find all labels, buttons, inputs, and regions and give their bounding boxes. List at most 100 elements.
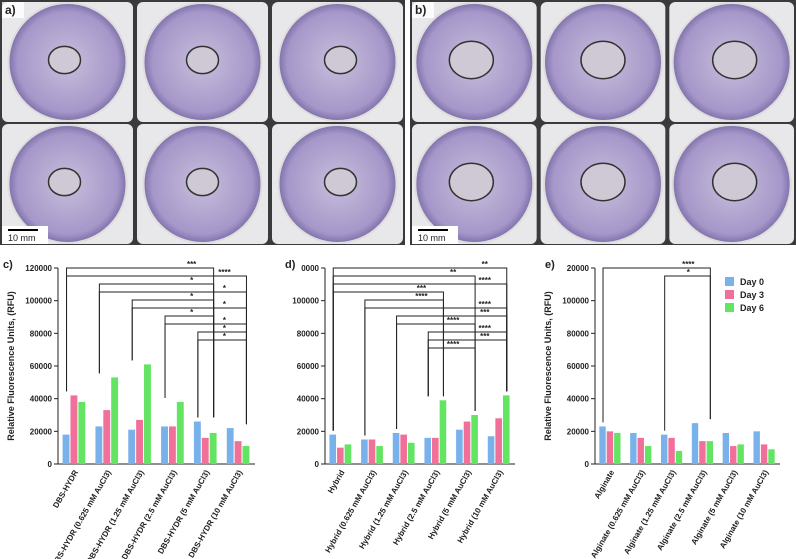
bar bbox=[463, 421, 471, 464]
y-tick-label: 20000 bbox=[30, 427, 53, 436]
x-tick-label: Alginate bbox=[593, 468, 617, 500]
significance-label: **** bbox=[479, 276, 492, 285]
y-tick-label: 60000 bbox=[297, 362, 320, 371]
significance-label: **** bbox=[682, 260, 695, 269]
wound bbox=[711, 40, 758, 80]
significance-bracket bbox=[364, 299, 444, 436]
wound bbox=[580, 40, 626, 80]
bar bbox=[95, 426, 103, 464]
bar bbox=[487, 436, 495, 464]
x-tick-label: Alginate (1.25 mM AuCl3) bbox=[622, 468, 678, 556]
bar bbox=[168, 426, 176, 464]
significance-bracket bbox=[664, 275, 711, 431]
bar bbox=[376, 446, 383, 464]
y-tick-label: 60000 bbox=[567, 362, 590, 371]
wound bbox=[711, 162, 758, 202]
significance-label: * bbox=[687, 268, 691, 277]
bar bbox=[630, 432, 637, 464]
significance-label: * bbox=[223, 300, 227, 309]
panel-label: d) bbox=[285, 259, 296, 271]
wound bbox=[185, 45, 220, 75]
bar bbox=[699, 441, 706, 464]
significance-bracket bbox=[197, 339, 247, 425]
y-tick-label: 40000 bbox=[567, 395, 590, 404]
significance-bracket bbox=[332, 291, 444, 431]
y-tick-label: 120000 bbox=[25, 264, 52, 273]
panel-label: c) bbox=[3, 259, 13, 271]
x-tick-label: Alginate (0.625 mM AuCl3) bbox=[589, 468, 647, 559]
bar bbox=[495, 418, 502, 464]
bar bbox=[614, 432, 621, 464]
bar bbox=[753, 431, 760, 464]
bar bbox=[70, 395, 78, 464]
panel-label: b) bbox=[415, 3, 426, 17]
significance-bracket bbox=[197, 331, 247, 425]
label-bg bbox=[412, 2, 434, 18]
significance-label: **** bbox=[447, 340, 460, 349]
significance-label: ** bbox=[482, 260, 489, 269]
y-tick-label: 20000 bbox=[567, 427, 590, 436]
bar bbox=[242, 446, 250, 464]
wound bbox=[47, 167, 82, 197]
y-tick-label: 100000 bbox=[562, 297, 589, 306]
y-tick-label: 60000 bbox=[30, 362, 53, 371]
bar bbox=[730, 446, 737, 464]
bar bbox=[136, 419, 144, 464]
wound bbox=[323, 167, 358, 197]
label-bg bbox=[2, 2, 24, 18]
y-tick-label: 100000 bbox=[292, 297, 319, 306]
bar bbox=[722, 432, 730, 464]
significance-bracket bbox=[66, 267, 215, 418]
legend-label: Day 0 bbox=[740, 277, 764, 287]
scale-bar-label: 10 mm bbox=[418, 233, 446, 243]
bar bbox=[176, 401, 184, 464]
bar bbox=[660, 434, 668, 464]
significance-label: **** bbox=[218, 268, 231, 277]
significance-bracket bbox=[602, 267, 711, 423]
significance-bracket bbox=[427, 331, 508, 397]
bar bbox=[329, 434, 337, 464]
significance-label: * bbox=[223, 316, 227, 325]
y-tick-label: 100000 bbox=[25, 297, 52, 306]
y-axis-title: Relative Fluorescence Units, (RFU) bbox=[543, 291, 553, 441]
legend-label: Day 3 bbox=[740, 290, 764, 300]
photos: a) 10 mm b) 10 mm bbox=[0, 0, 796, 245]
y-tick-label: 40000 bbox=[30, 395, 53, 404]
bar bbox=[706, 441, 714, 464]
bar bbox=[193, 421, 201, 464]
wound bbox=[47, 45, 82, 75]
significance-label: **** bbox=[479, 324, 492, 333]
bar bbox=[103, 410, 111, 464]
wound bbox=[448, 40, 495, 80]
significance-label: * bbox=[190, 308, 194, 317]
y-tick-label: 80000 bbox=[567, 329, 590, 338]
bar bbox=[337, 447, 344, 464]
bar bbox=[606, 431, 614, 464]
bar bbox=[675, 450, 683, 464]
significance-label: *** bbox=[187, 260, 197, 269]
y-tick-label: 0 bbox=[585, 460, 590, 469]
wound bbox=[185, 167, 220, 197]
y-tick-label: 20000 bbox=[567, 264, 590, 273]
legend-swatch bbox=[725, 277, 734, 286]
y-tick-label: 0000 bbox=[301, 264, 319, 273]
panel-label: a) bbox=[5, 3, 16, 17]
significance-label: *** bbox=[480, 308, 490, 317]
significance-label: * bbox=[223, 332, 227, 341]
wound bbox=[580, 162, 626, 202]
y-axis-title: Relative Fluorescence Units, (RFU) bbox=[6, 291, 16, 441]
bar bbox=[471, 415, 478, 464]
bar bbox=[128, 429, 136, 464]
significance-label: **** bbox=[479, 300, 492, 309]
y-tick-label: 0 bbox=[48, 460, 53, 469]
bar bbox=[78, 401, 86, 464]
bar bbox=[439, 400, 447, 464]
bar bbox=[407, 442, 415, 464]
legend-swatch bbox=[725, 303, 734, 312]
y-tick-label: 80000 bbox=[30, 329, 53, 338]
significance-label: * bbox=[223, 284, 227, 293]
bar bbox=[644, 446, 652, 464]
significance-label: *** bbox=[480, 332, 490, 341]
